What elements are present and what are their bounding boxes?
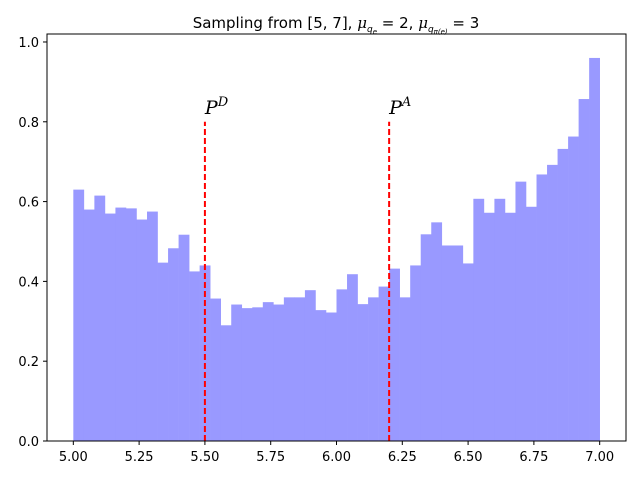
y-tick-label: 0.2 xyxy=(18,355,39,370)
histogram-bar xyxy=(357,304,369,441)
histogram-bar xyxy=(483,212,495,441)
histogram-bar xyxy=(83,209,95,441)
histogram-bar xyxy=(315,310,327,441)
y-tick-label: 0.4 xyxy=(18,275,39,290)
histogram-bar xyxy=(125,208,137,441)
histogram-bar xyxy=(189,271,200,441)
marker-lines: PD PA xyxy=(203,95,411,441)
histogram-bar xyxy=(336,289,348,441)
y-tick-label: 0.0 xyxy=(18,435,39,450)
histogram-bar xyxy=(399,297,411,441)
marker-label: PD xyxy=(204,95,229,119)
histogram-bar xyxy=(294,297,306,441)
histogram-bar xyxy=(241,308,253,441)
histogram-bar xyxy=(157,262,169,441)
histogram-bar xyxy=(431,222,443,441)
histogram-bar xyxy=(462,263,474,441)
x-tick-label: 6.00 xyxy=(322,450,351,465)
histogram-bar xyxy=(168,248,179,441)
histogram-bar xyxy=(304,290,316,441)
histogram-bar xyxy=(115,207,127,441)
histogram-bar xyxy=(231,304,243,441)
histogram-bar xyxy=(368,297,379,441)
histogram-bar xyxy=(568,136,579,441)
histogram-bar xyxy=(452,245,464,441)
histogram-bar xyxy=(73,189,85,441)
histogram-bar xyxy=(547,164,558,442)
histogram-bar xyxy=(94,195,106,441)
histogram-bar xyxy=(420,234,432,441)
histogram-bar xyxy=(473,198,485,441)
histogram-bar xyxy=(536,174,548,441)
marker-label: PA xyxy=(388,95,411,119)
x-tick-label: 6.50 xyxy=(454,450,483,465)
histogram-bars xyxy=(73,57,600,442)
x-tick-label: 6.25 xyxy=(388,450,417,465)
histogram-bar xyxy=(252,307,264,441)
histogram-bar xyxy=(504,212,516,441)
histogram-bar xyxy=(262,302,274,441)
histogram-bar xyxy=(273,304,285,441)
plot-axes: 5.00 5.25 5.50 5.75 6.00 6.25 6.50 6.75 7.00 0.0 0… xyxy=(18,33,627,465)
histogram-bar xyxy=(589,57,600,442)
histogram-bar xyxy=(136,219,148,441)
histogram-bar xyxy=(494,198,506,441)
histogram-bar xyxy=(389,268,400,441)
x-tick-label: 7.00 xyxy=(585,450,614,465)
histogram-bar xyxy=(283,297,295,441)
histogram-bar xyxy=(104,213,116,441)
chart-title: Sampling from [5, 7], μqe = 2, μqπ(e) = … xyxy=(193,14,480,36)
histogram-bar xyxy=(325,312,337,441)
histogram-bar xyxy=(210,298,221,441)
histogram-bar xyxy=(220,325,232,441)
x-tick-label: 6.75 xyxy=(519,450,548,465)
x-tick-label: 5.50 xyxy=(190,450,219,465)
histogram-bar xyxy=(347,274,358,441)
y-tick-label: 1.0 xyxy=(18,36,39,51)
histogram-bar xyxy=(199,265,211,441)
histogram-bar xyxy=(410,265,422,441)
histogram-bar xyxy=(515,181,527,441)
histogram-bar xyxy=(557,148,569,441)
x-tick-label: 5.25 xyxy=(125,450,154,465)
histogram-bar xyxy=(578,99,590,442)
histogram-bar xyxy=(441,245,453,441)
y-tick-label: 0.6 xyxy=(18,196,39,211)
x-tick-label: 5.00 xyxy=(59,450,88,465)
histogram-bar xyxy=(147,211,158,441)
histogram-bar xyxy=(178,234,190,441)
y-tick-label: 0.8 xyxy=(18,116,39,131)
histogram-bar xyxy=(525,206,537,441)
x-tick-label: 5.75 xyxy=(256,450,285,465)
histogram-bar xyxy=(378,286,390,441)
